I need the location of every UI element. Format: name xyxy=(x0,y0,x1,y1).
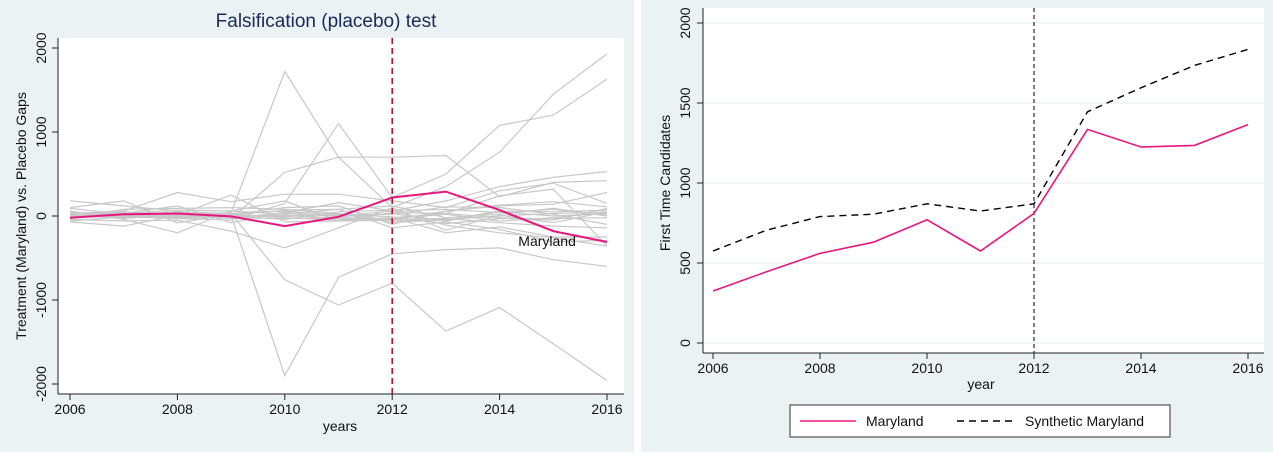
x-tick-label-2016: 2016 xyxy=(1232,360,1263,376)
synthetic-axes: 0 500 1000 1500 2000 2006 2008 2010 2012 2014 2016 xyxy=(677,7,1264,376)
legend: Maryland Synthetic Maryland xyxy=(789,404,1171,438)
synthetic-plot-area xyxy=(703,8,1264,353)
y-tick-label-500: 500 xyxy=(677,251,693,275)
y-tick-label-2000: 2000 xyxy=(677,7,693,38)
x-tick-label-2016: 2016 xyxy=(591,401,622,417)
y-tick-label-2000: 2000 xyxy=(33,32,49,63)
treated-series-group xyxy=(69,38,608,394)
x-tick-label-2008: 2008 xyxy=(804,360,835,376)
placebo-line-11 xyxy=(69,200,608,234)
legend-label-synthetic: Synthetic Maryland xyxy=(1025,413,1144,429)
placebo-chart-title: Falsification (placebo) test xyxy=(216,11,437,32)
placebo-line-23 xyxy=(69,213,608,225)
x-tick-label-2010: 2010 xyxy=(911,360,942,376)
x-tick-label-2006: 2006 xyxy=(54,401,85,417)
x-tick-label-2014: 2014 xyxy=(1125,360,1156,376)
placebo-panel: Falsification (placebo) test -2000 -1000 0… xyxy=(0,0,634,452)
synthetic-x-axis-label: year xyxy=(967,376,995,392)
x-tick-label-2008: 2008 xyxy=(162,401,193,417)
synthetic-control-panel: 0 500 1000 1500 2000 2006 2008 2010 2012 2014 2016… xyxy=(641,0,1273,452)
x-tick-label-2012: 2012 xyxy=(377,401,408,417)
placebo-x-axis-label: years xyxy=(323,418,357,434)
y-tick-label-1000: 1000 xyxy=(677,167,693,198)
y-tick-label--2000: -2000 xyxy=(33,366,49,402)
y-tick-label-0: 0 xyxy=(33,212,49,220)
placebo-line-16 xyxy=(69,205,608,219)
treated-line xyxy=(69,190,608,243)
x-tick-label-2006: 2006 xyxy=(697,360,728,376)
placebo-line-9 xyxy=(69,182,608,215)
y-tick-label-1000: 1000 xyxy=(33,116,49,147)
x-tick-label-2012: 2012 xyxy=(1018,360,1049,376)
y-tick-label--1000: -1000 xyxy=(33,282,49,318)
x-tick-label-2014: 2014 xyxy=(484,401,515,417)
maryland-annotation: Maryland xyxy=(518,233,576,249)
placebo-axes: -2000 -1000 0 1000 2000 2006 2008 2010 2012 2014 2… xyxy=(33,32,624,417)
synthetic-gridlines xyxy=(703,22,1264,344)
y-tick-label-1500: 1500 xyxy=(677,87,693,118)
placebo-y-axis-label: Treatment (Maryland) vs. Placebo Gaps xyxy=(13,92,29,340)
placebo-line-15 xyxy=(69,209,608,247)
y-tick-label-0: 0 xyxy=(677,339,693,347)
maryland-line xyxy=(712,123,1249,292)
synthetic-series-group xyxy=(712,8,1249,353)
x-tick-label-2010: 2010 xyxy=(269,401,300,417)
legend-label-maryland: Maryland xyxy=(866,413,924,429)
placebo-line-20 xyxy=(69,211,608,224)
synthetic-y-axis-label: First Time Candidates xyxy=(657,115,673,251)
